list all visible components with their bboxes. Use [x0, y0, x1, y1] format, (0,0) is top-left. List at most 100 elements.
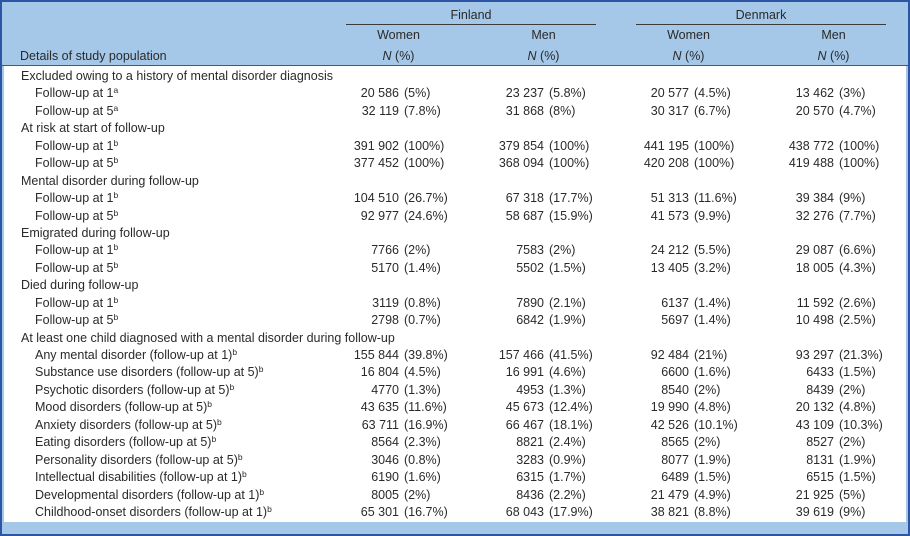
- value-cell: 3119 (0.8%): [324, 295, 469, 312]
- section-row: At least one child diagnosed with a ment…: [4, 330, 906, 347]
- count-value: 30 317: [650, 103, 689, 118]
- value-cell: 8439 (2%): [759, 382, 904, 399]
- value-cell: 20 577 (4.5%): [614, 85, 759, 102]
- value-cell: 6315 (1.7%): [469, 469, 614, 486]
- value-cell: 8527 (2%): [759, 434, 904, 451]
- percent-value: (2%): [404, 487, 431, 502]
- percent-value: (2.4%): [549, 435, 586, 450]
- value-cell: 63 711 (16.9%): [324, 417, 469, 434]
- row-label: Emigrated during follow-up: [21, 225, 170, 240]
- percent-value: (2.3%): [404, 435, 441, 450]
- value-cell: 7766 (2%): [324, 242, 469, 259]
- value-cell: 65 301 (16.7%): [324, 504, 469, 521]
- col-header-finland-men: Men: [531, 28, 556, 42]
- count-value: 31 868: [505, 103, 544, 118]
- count-value: 7766: [371, 243, 399, 258]
- footnote-marker: b: [217, 416, 222, 427]
- count-value: 438 772: [788, 138, 834, 153]
- count-value: 68 043: [505, 504, 544, 519]
- value-cell: 3283 (0.9%): [469, 452, 614, 469]
- col-group-finland: Finland: [326, 8, 616, 25]
- footnote-marker: b: [242, 469, 247, 480]
- data-row: Follow-up at 5a 32 119 (7.8%) 31 868 (8%) 30 …: [4, 103, 906, 120]
- data-row: Follow-up at 5b 2798 (0.7%) 6842 (1.9%) 5697 (…: [4, 312, 906, 329]
- count-value: 157 466: [498, 348, 544, 362]
- group-label-finland: Finland: [346, 8, 596, 25]
- data-row: Follow-up at 1b 104 510 (26.7%) 67 318 (17.7…: [4, 190, 906, 207]
- percent-value: (24.6%): [404, 208, 448, 223]
- count-value: 5502: [516, 260, 544, 275]
- data-row: Follow-up at 1b 391 902 (100%) 379 854 (100%…: [4, 138, 906, 155]
- footer-band: [2, 522, 908, 534]
- col-group-denmark: Denmark: [616, 8, 906, 25]
- percent-value: (11.6%): [404, 400, 447, 415]
- percent-value: (21.3%): [839, 348, 883, 362]
- column-group-row: Finland Denmark: [4, 2, 906, 25]
- value-cell: 8540 (2%): [614, 382, 759, 399]
- row-label: Follow-up at 5b: [35, 312, 119, 328]
- percent-value: (2.1%): [549, 295, 586, 310]
- unit-label: N (%): [672, 49, 705, 63]
- data-row: Follow-up at 1b 3119 (0.8%) 7890 (2.1%) 6137 (…: [4, 295, 906, 312]
- count-value: 16 991: [505, 365, 544, 380]
- percent-value: (2%): [404, 243, 431, 258]
- count-value: 92 484: [650, 348, 689, 362]
- count-value: 104 510: [353, 191, 399, 206]
- row-label: Follow-up at 1b: [35, 137, 119, 153]
- data-row: Follow-up at 5b 377 452 (100%) 368 094 (100%…: [4, 155, 906, 172]
- count-value: 21 479: [650, 487, 689, 502]
- percent-value: (100%): [839, 138, 880, 153]
- count-value: 8077: [661, 452, 689, 467]
- value-cell: 157 466 (41.5%): [469, 347, 614, 364]
- row-label: Personality disorders (follow-up at 5)b: [35, 451, 243, 467]
- data-row: Substance use disorders (follow-up at 5)…: [4, 364, 906, 381]
- percent-value: (1.4%): [404, 260, 441, 275]
- value-cell: 43 635 (11.6%): [324, 399, 469, 416]
- percent-value: (7.7%): [839, 208, 876, 223]
- percent-value: (39.8%): [404, 348, 448, 362]
- count-value: 18 005: [795, 260, 834, 275]
- unit-label: N (%): [817, 49, 850, 63]
- footnote-marker: b: [113, 259, 119, 270]
- value-cell: 7583 (2%): [469, 242, 614, 259]
- section-row: Emigrated during follow-up: [4, 225, 906, 242]
- percent-value: (41.5%): [549, 348, 593, 362]
- table-body: Excluded owing to a history of mental di…: [2, 66, 908, 522]
- value-cell: 155 844 (39.8%): [324, 347, 469, 364]
- percent-value: (8%): [549, 103, 576, 118]
- percent-value: (10.1%): [694, 417, 738, 432]
- value-cell: 42 526 (10.1%): [614, 417, 759, 434]
- value-cell: 3046 (0.8%): [324, 452, 469, 469]
- count-value: 16 804: [360, 365, 399, 380]
- percent-value: (6.6%): [839, 243, 876, 258]
- count-value: 3119: [372, 295, 399, 310]
- value-cell: 93 297 (21.3%): [759, 347, 904, 364]
- value-cell: 19 990 (4.8%): [614, 399, 759, 416]
- row-label: Childhood-onset disorders (follow-up at …: [35, 503, 272, 519]
- row-label: Mental disorder during follow-up: [21, 173, 199, 188]
- count-value: 20 132: [795, 400, 834, 415]
- value-cell: 13 405 (3.2%): [614, 260, 759, 277]
- value-cell: 6433 (1.5%): [759, 364, 904, 381]
- count-value: 2798: [371, 313, 399, 328]
- percent-value: (4.5%): [404, 365, 441, 380]
- section-row: Mental disorder during follow-up: [4, 173, 906, 190]
- footnote-marker: b: [113, 155, 119, 166]
- count-value: 41 573: [650, 208, 689, 223]
- value-cell: 92 484 (21%): [614, 347, 759, 364]
- count-value: 43 635: [360, 400, 399, 415]
- value-cell: 8565 (2%): [614, 434, 759, 451]
- count-value: 23 237: [505, 86, 544, 101]
- row-label: Follow-up at 1b: [35, 294, 119, 310]
- percent-value: (21%): [694, 348, 728, 362]
- value-cell: 104 510 (26.7%): [324, 190, 469, 207]
- value-cell: 32 276 (7.7%): [759, 208, 904, 225]
- count-value: 45 673: [505, 400, 544, 415]
- value-cell: 438 772 (100%): [759, 138, 904, 155]
- percent-value: (26.7%): [404, 191, 448, 206]
- data-row: Follow-up at 1b 7766 (2%) 7583 (2%) 24 212 (5.…: [4, 242, 906, 259]
- count-value: 67 318: [505, 191, 544, 206]
- percent-value: (2%): [839, 435, 866, 450]
- table-header: Finland Denmark Women Men Women Men Deta…: [2, 2, 908, 66]
- count-value: 8527: [806, 435, 834, 450]
